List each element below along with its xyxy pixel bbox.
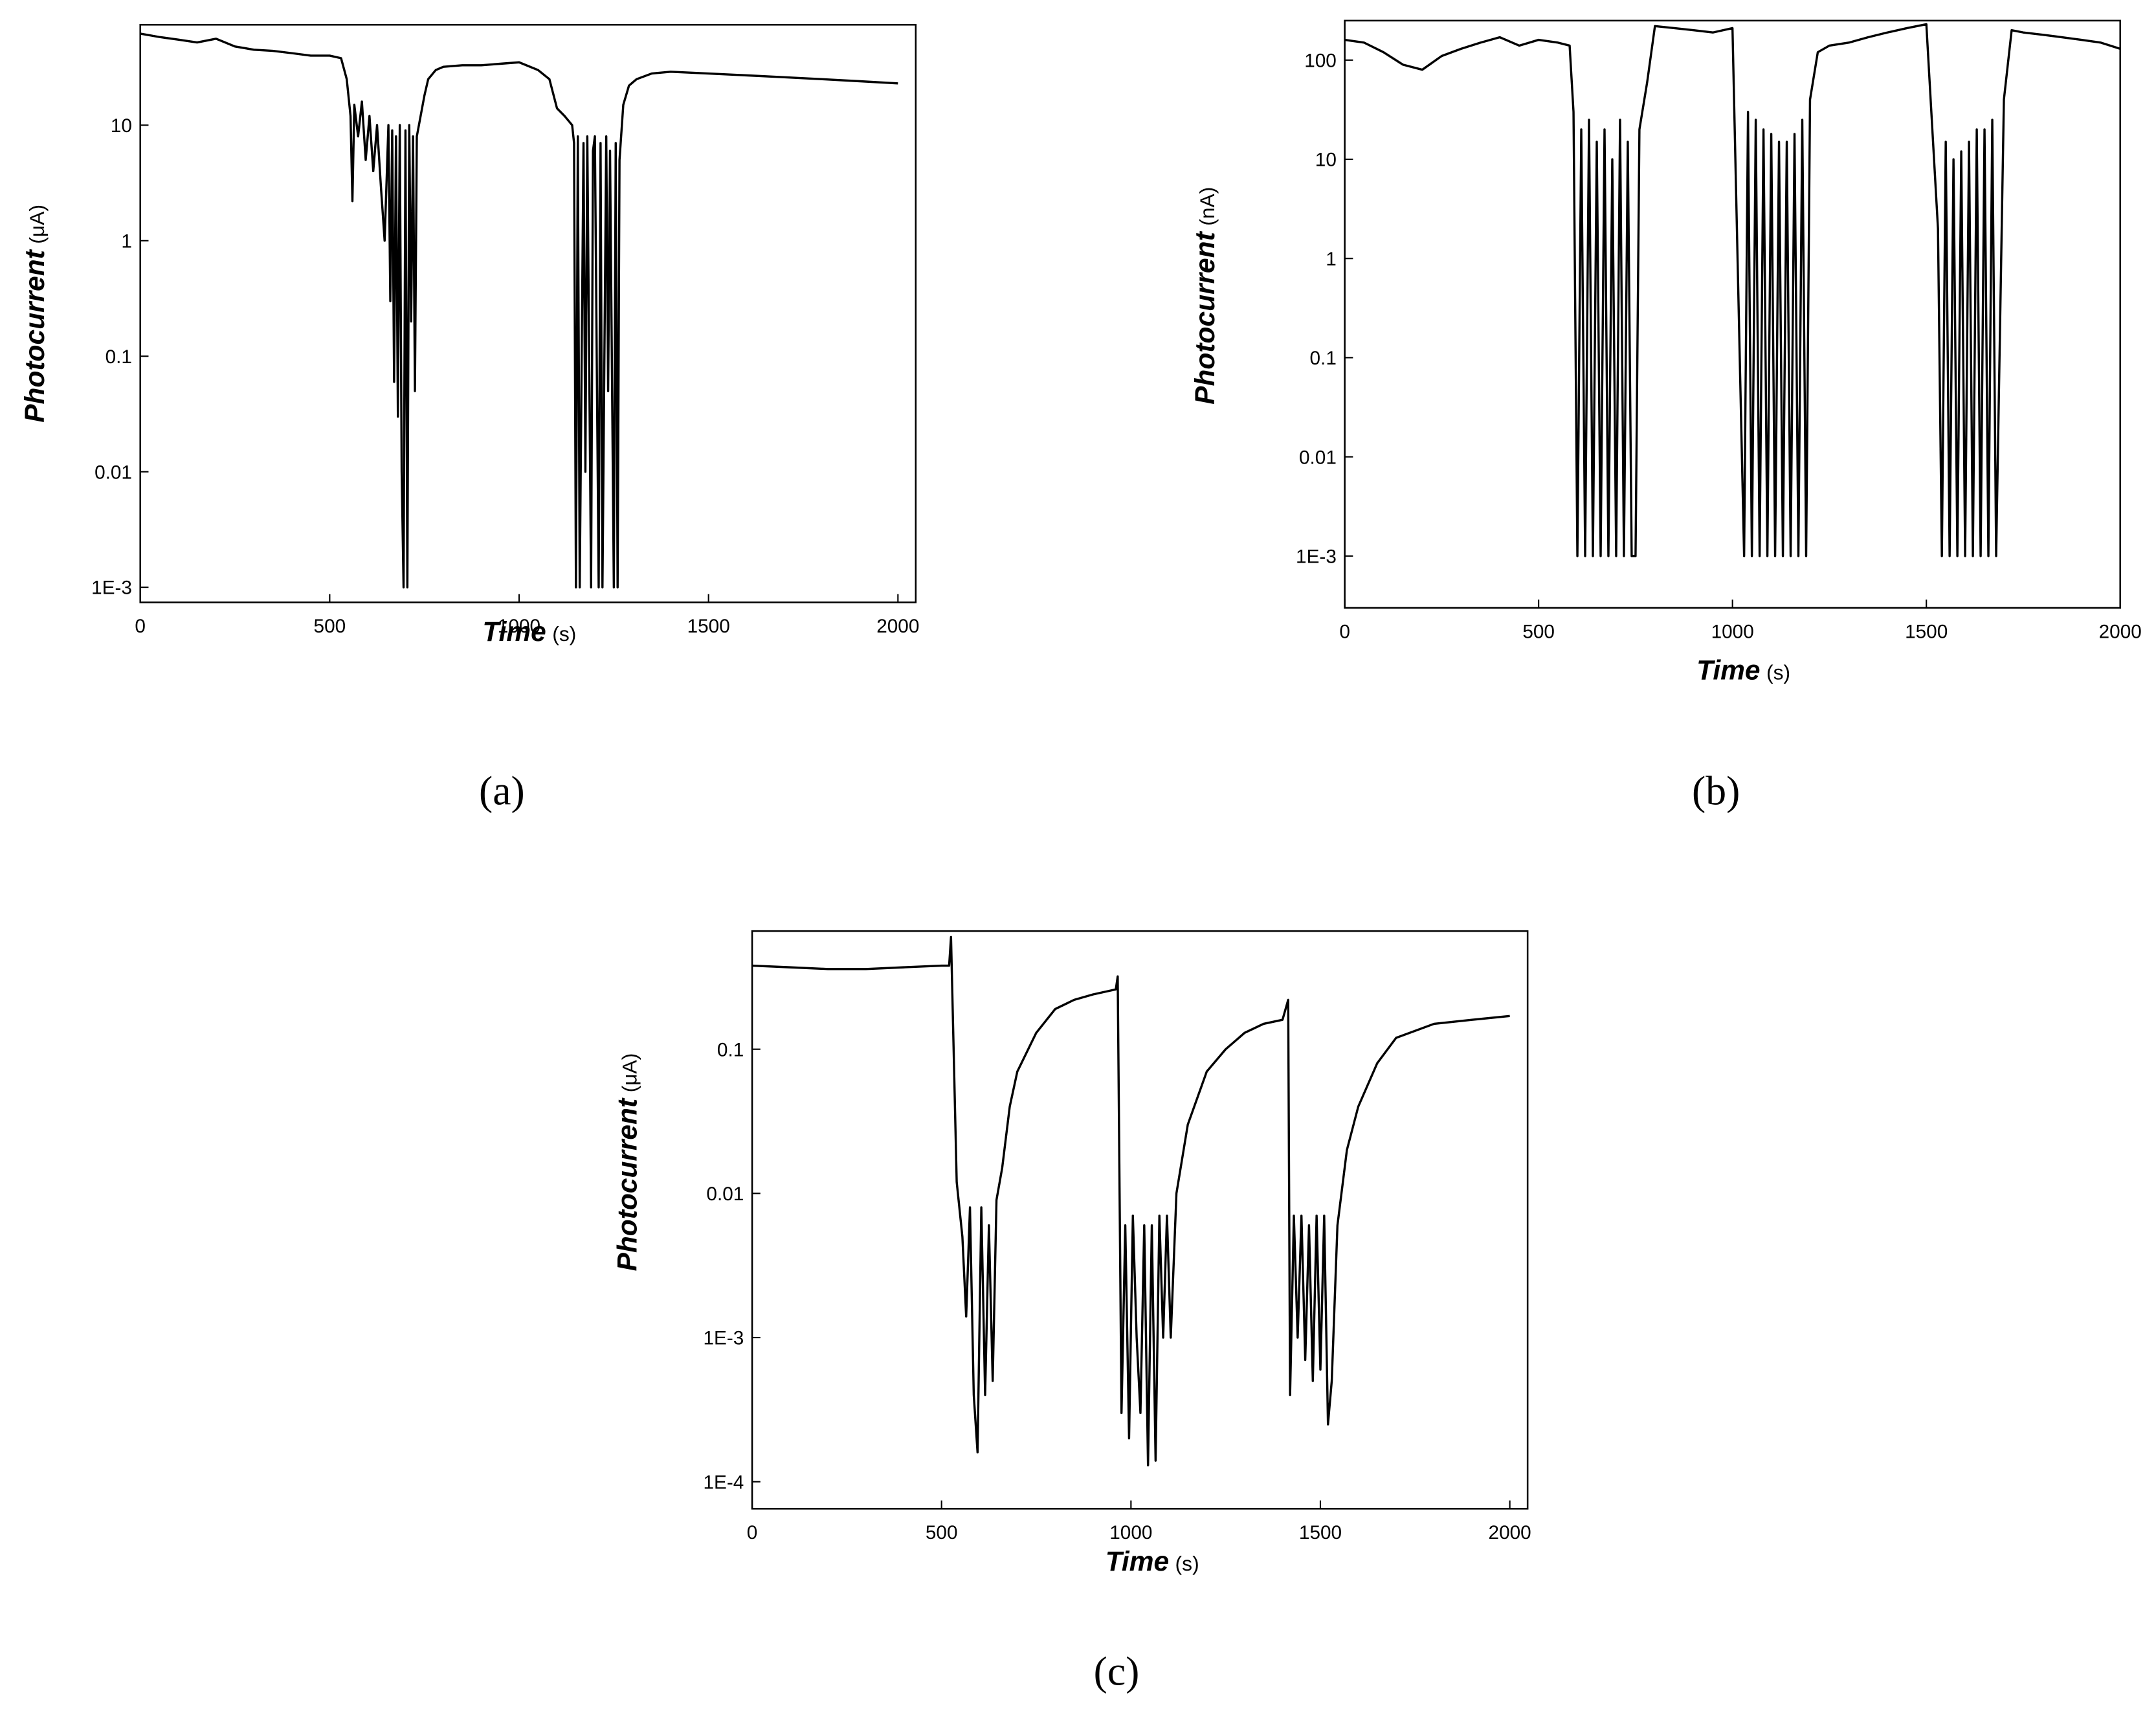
y-axis-title: Photocurrent (μA) — [20, 205, 50, 423]
x-tick-label: 1500 — [687, 616, 730, 637]
x-tick-label: 2000 — [1489, 1522, 1531, 1543]
y-tick-label: 0.01 — [1299, 447, 1337, 468]
panel-label: (c) — [1094, 1648, 1140, 1694]
x-tick-label: 1500 — [1905, 622, 1948, 643]
panel-label: (b) — [1692, 768, 1740, 814]
y-tick-label: 10 — [111, 115, 132, 137]
x-tick-label: 0 — [747, 1522, 758, 1543]
y-tick-label: 0.1 — [717, 1039, 744, 1060]
data-line — [140, 32, 898, 588]
x-axis-unit: (s) — [1766, 660, 1790, 684]
x-axis-label: Time — [1696, 655, 1760, 686]
panel-label: (a) — [479, 768, 525, 814]
x-axis-unit: (s) — [1175, 1552, 1199, 1575]
y-axis-unit: (μA) — [25, 205, 49, 244]
y-axis-unit: (nA) — [1195, 187, 1219, 226]
data-line — [1344, 23, 2121, 557]
y-tick-label: 0.1 — [106, 346, 132, 368]
x-tick-label: 500 — [314, 616, 346, 637]
x-axis-title: Time (s) — [1696, 655, 1790, 686]
y-axis-title: Photocurrent (nA) — [1190, 187, 1221, 405]
x-tick-label: 500 — [926, 1522, 958, 1543]
y-tick-label: 1 — [121, 230, 132, 252]
y-tick-label: 1E-3 — [91, 577, 132, 599]
y-tick-label: 0.01 — [94, 462, 132, 483]
y-tick-label: 10 — [1315, 150, 1337, 171]
y-tick-label: 1 — [1326, 249, 1337, 270]
chart-panel: 0 500 1000 1500 2000 1E-3 0.01 0.1 1 10 100 Time (s… — [1190, 19, 2142, 814]
plot-frame — [139, 23, 917, 603]
x-tick-label: 1500 — [1299, 1522, 1342, 1543]
y-axis-title: Photocurrent (μA) — [613, 1053, 643, 1272]
x-tick-label: 0 — [135, 616, 146, 637]
y-tick-label: 100 — [1304, 50, 1337, 71]
x-tick-label: 0 — [1339, 622, 1350, 643]
y-axis-label: Photocurrent — [613, 1097, 643, 1271]
chart-panel: 0 500 1000 1500 2000 1E-3 0.01 0.1 1 10 Time (s) Ph… — [20, 23, 919, 814]
chart-panel: 0 500 1000 1500 2000 1E-4 1E-3 0.01 0.1 Time (s) P… — [613, 930, 1531, 1694]
y-tick-label: 1E-3 — [1296, 546, 1337, 567]
y-tick-label: 1E-4 — [703, 1472, 744, 1493]
x-tick-label: 1000 — [1711, 622, 1754, 643]
x-axis-title: Time (s) — [482, 617, 576, 647]
y-axis-label: Photocurrent — [1190, 230, 1221, 404]
x-axis-title: Time (s) — [1106, 1547, 1199, 1577]
y-axis-label: Photocurrent — [20, 249, 50, 422]
x-tick-label: 1000 — [498, 616, 540, 637]
y-tick-label: 0.1 — [1310, 348, 1337, 369]
x-axis-unit: (s) — [552, 622, 576, 645]
x-tick-label: 1000 — [1109, 1522, 1152, 1543]
x-axis-label: Time — [482, 617, 546, 647]
x-tick-label: 500 — [1522, 622, 1555, 643]
y-tick-label: 0.01 — [706, 1183, 744, 1205]
x-axis-label: Time — [1106, 1547, 1169, 1577]
x-tick-label: 2000 — [876, 616, 919, 637]
plot-frame — [751, 930, 1529, 1510]
y-tick-label: 1E-3 — [703, 1328, 744, 1349]
y-axis-unit: (μA) — [618, 1053, 641, 1093]
data-line — [751, 936, 1510, 1467]
x-tick-label: 2000 — [2099, 622, 2142, 643]
